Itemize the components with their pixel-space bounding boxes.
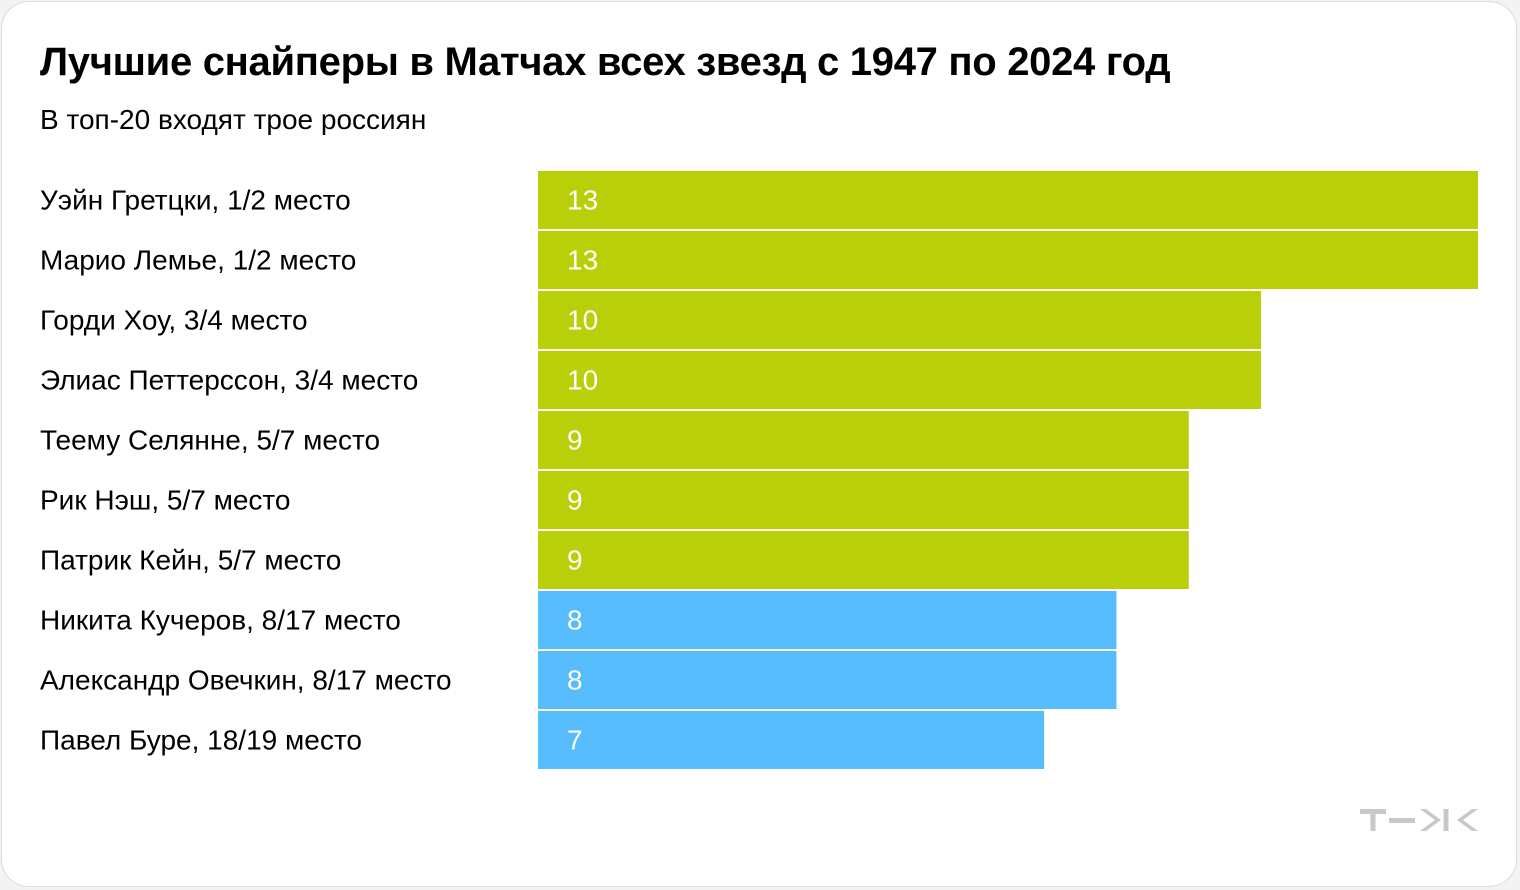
bar-value-label-4: 10: [567, 365, 598, 396]
row-label-2: Марио Лемье, 1/2 место: [40, 245, 356, 276]
row-label-6: Рик Нэш, 5/7 место: [40, 485, 290, 516]
bar-1: [538, 171, 1478, 229]
row-label-5: Теему Селянне, 5/7 место: [40, 425, 380, 456]
bar-6: [538, 471, 1189, 529]
chart-title: Лучшие снайперы в Матчах всех звезд с 19…: [40, 40, 1171, 84]
row-label-9: Александр Овечкин, 8/17 место: [40, 665, 452, 696]
bar-3: [538, 291, 1262, 349]
row-label-4: Элиас Петтерссон, 3/4 место: [40, 365, 418, 396]
bar-value-label-1: 13: [567, 185, 598, 216]
bar-value-label-2: 13: [567, 245, 598, 276]
bar-9: [538, 651, 1117, 709]
tzh-logo-icon: [1360, 809, 1478, 831]
bar-value-label-9: 8: [567, 665, 583, 696]
row-label-1: Уэйн Гретцки, 1/2 место: [40, 185, 351, 216]
bar-7: [538, 531, 1189, 589]
bar-10: [538, 711, 1045, 769]
bar-2: [538, 231, 1478, 289]
bar-value-label-6: 9: [567, 485, 583, 516]
bar-5: [538, 411, 1189, 469]
bar-value-label-8: 8: [567, 605, 583, 636]
bar-value-label-3: 10: [567, 305, 598, 336]
bar-4: [538, 351, 1262, 409]
bar-8: [538, 591, 1117, 649]
bar-value-label-10: 7: [567, 725, 583, 756]
row-label-8: Никита Кучеров, 8/17 место: [40, 605, 401, 636]
bar-value-label-7: 9: [567, 545, 583, 576]
row-label-3: Горди Хоу, 3/4 место: [40, 305, 308, 336]
row-label-10: Павел Буре, 18/19 место: [40, 725, 362, 756]
row-label-7: Патрик Кейн, 5/7 место: [40, 545, 341, 576]
bar-value-label-5: 9: [567, 425, 583, 456]
chart-subtitle: В топ-20 входят трое россиян: [40, 104, 427, 135]
